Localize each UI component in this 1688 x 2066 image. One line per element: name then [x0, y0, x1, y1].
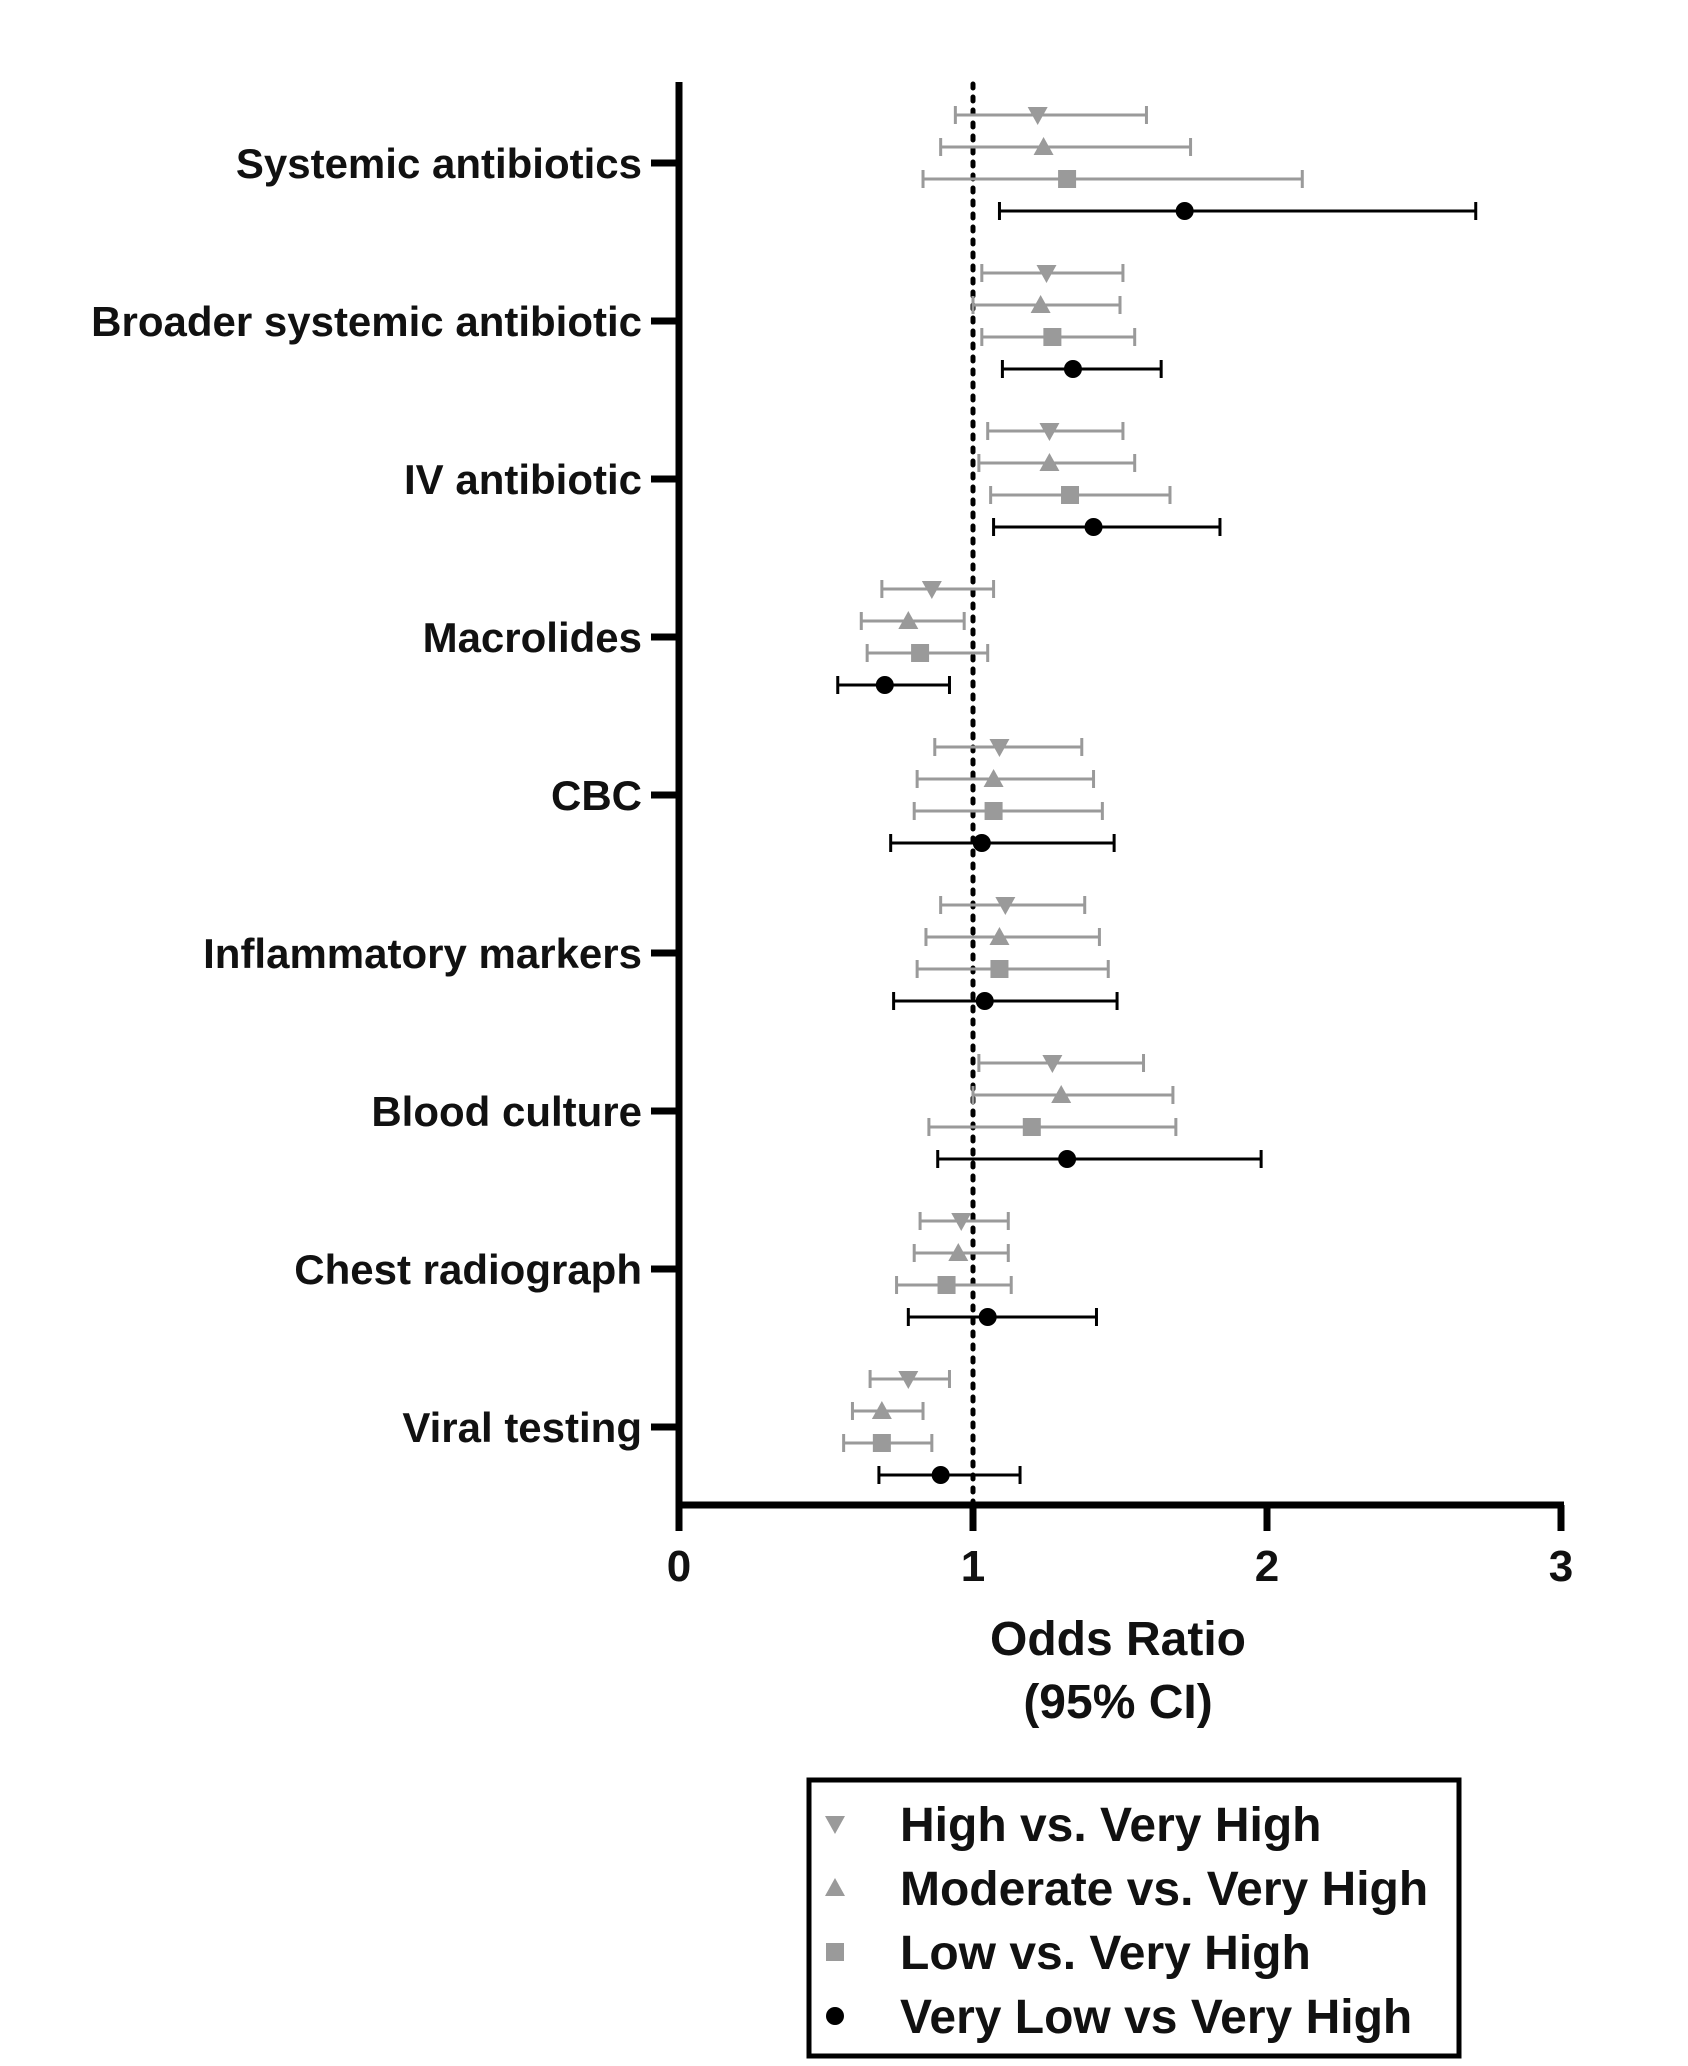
data-point — [983, 769, 1004, 787]
data-point — [948, 1243, 969, 1261]
category-label: Blood culture — [371, 1088, 642, 1135]
legend-marker — [826, 2007, 844, 2025]
legend-marker — [825, 1878, 845, 1896]
series-high-vs-very-high — [868, 106, 1148, 1389]
legend-label: Very Low vs Very High — [900, 1991, 1412, 2044]
data-point — [984, 802, 1003, 820]
series-low-vs-very-high — [842, 170, 1304, 1452]
category-label: Broader systemic antibiotic — [91, 298, 642, 345]
legend-label: Moderate vs. Very High — [900, 1863, 1428, 1916]
x-tick-label: 1 — [961, 1542, 985, 1591]
data-point — [875, 676, 894, 694]
data-point — [898, 1371, 919, 1389]
axes-group — [651, 82, 1565, 1531]
data-point — [1058, 170, 1077, 188]
data-point — [989, 739, 1010, 757]
x-tick-label: 2 — [1255, 1542, 1279, 1591]
data-point — [1063, 360, 1082, 378]
category-labels: Systemic antibiotics Broader systemic ant… — [91, 140, 642, 1451]
data-point — [921, 581, 942, 599]
category-label: Inflammatory markers — [203, 930, 642, 977]
data-point — [951, 1213, 972, 1231]
legend-marker — [826, 1943, 844, 1961]
data-point — [1039, 453, 1060, 471]
x-tick-labels: 0 1 2 3 — [667, 1542, 1573, 1591]
data-point — [1175, 202, 1194, 220]
series-moderate-vs-very-high — [850, 137, 1193, 1420]
data-point — [995, 897, 1016, 915]
data-point — [898, 611, 919, 629]
legend-box — [806, 1777, 1462, 2059]
data-point — [1043, 328, 1062, 346]
data-point — [989, 927, 1010, 945]
x-axis-title: Odds Ratio — [990, 1613, 1246, 1666]
category-label: Macrolides — [423, 614, 642, 661]
data-point — [872, 1434, 891, 1452]
legend-label: High vs. Very High — [900, 1799, 1321, 1852]
data-point — [937, 1276, 956, 1294]
series-group — [836, 106, 1478, 1484]
data-point — [972, 834, 991, 852]
legend-marker — [825, 1816, 845, 1834]
category-label: CBC — [551, 772, 642, 819]
data-point — [1058, 1150, 1077, 1168]
x-axis-subtitle: (95% CI) — [1023, 1676, 1212, 1729]
category-label: Viral testing — [402, 1404, 642, 1451]
data-point — [1033, 137, 1054, 155]
category-label: Systemic antibiotics — [236, 140, 642, 187]
data-point — [1084, 518, 1103, 536]
x-tick-label: 0 — [667, 1542, 691, 1591]
data-point — [1042, 1055, 1063, 1073]
data-point — [1030, 295, 1051, 313]
data-point — [1051, 1085, 1072, 1103]
data-point — [871, 1401, 892, 1419]
data-point — [990, 960, 1009, 978]
legend-label: Low vs. Very High — [900, 1927, 1311, 1980]
data-point — [931, 1466, 950, 1484]
category-label: IV antibiotic — [404, 456, 642, 503]
data-point — [978, 1308, 997, 1326]
data-point — [1022, 1118, 1041, 1136]
data-point — [911, 644, 930, 662]
category-label: Chest radiograph — [294, 1246, 642, 1293]
data-point — [1027, 107, 1048, 125]
data-point — [1061, 486, 1080, 504]
data-point — [975, 992, 994, 1010]
legend: High vs. Very High Moderate vs. Very High… — [806, 1777, 1462, 2059]
data-point — [1036, 265, 1057, 283]
series-very-low-vs-very-high — [836, 202, 1478, 1484]
x-tick-label: 3 — [1549, 1542, 1573, 1591]
data-point — [1039, 423, 1060, 441]
